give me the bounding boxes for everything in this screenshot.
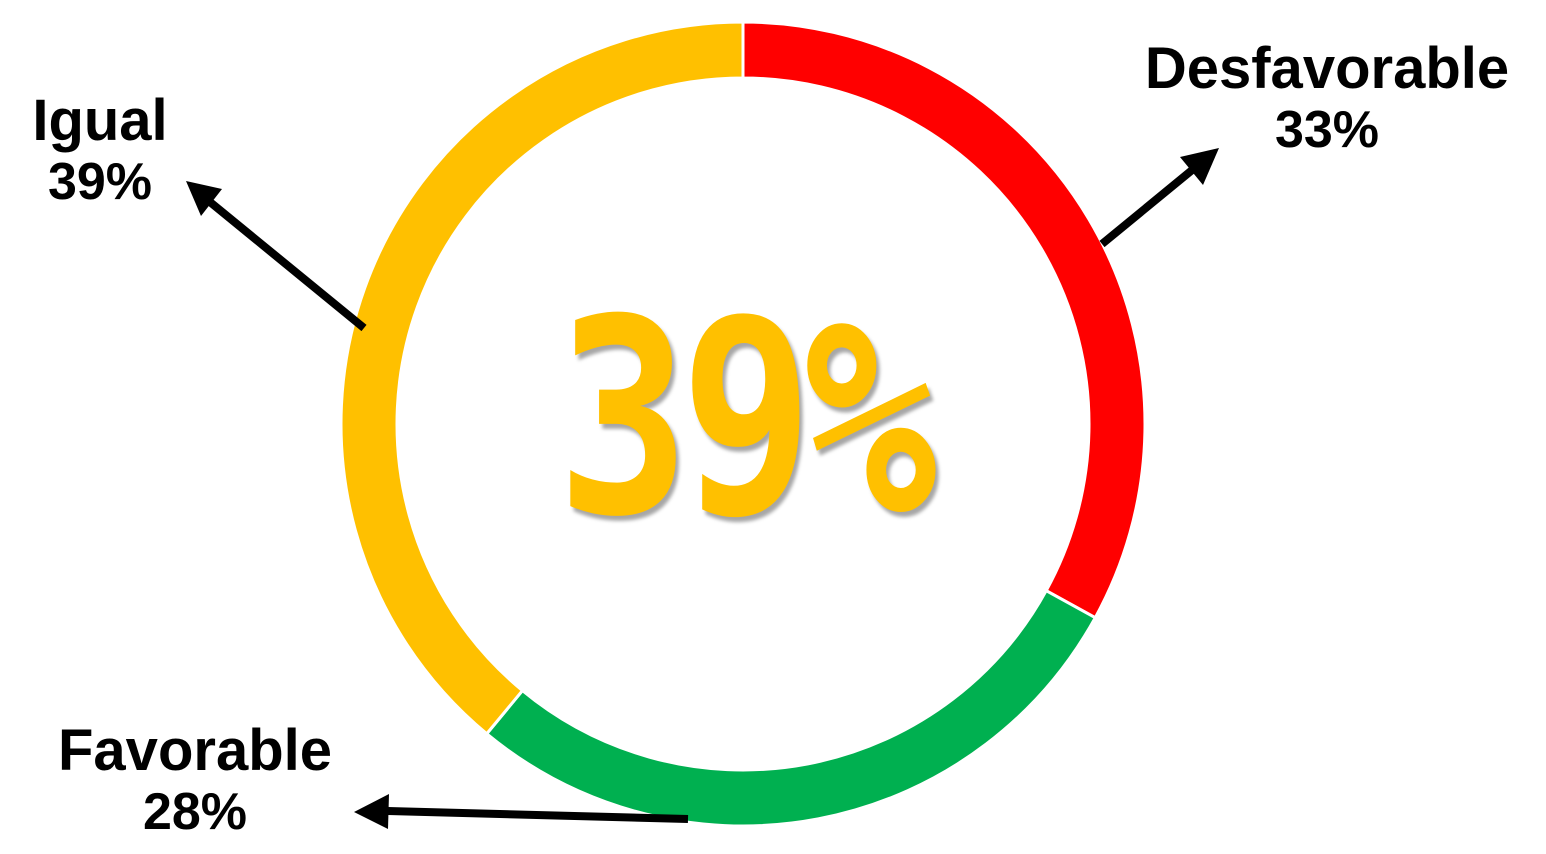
slice-label-favorable: Favorable 28%: [20, 718, 370, 841]
slice-name: Desfavorable: [1144, 36, 1510, 101]
slice-label-desfavorable: Desfavorable 33%: [1112, 36, 1542, 159]
slice-percent: 28%: [142, 783, 248, 841]
slice-percent: 39%: [47, 153, 153, 211]
slice-name: Igual: [32, 88, 168, 153]
center-value-label: 39%: [556, 260, 937, 576]
arrow-desfavorable: [1099, 148, 1219, 248]
arrow-igual: [186, 181, 367, 332]
arrow-favorable: [354, 794, 689, 829]
slice-name: Favorable: [58, 718, 332, 783]
slice-favorable: [484, 588, 1098, 828]
slice-percent: 33%: [1274, 101, 1380, 159]
slice-igual: [339, 20, 745, 736]
slice-label-igual: Igual 39%: [10, 88, 190, 211]
